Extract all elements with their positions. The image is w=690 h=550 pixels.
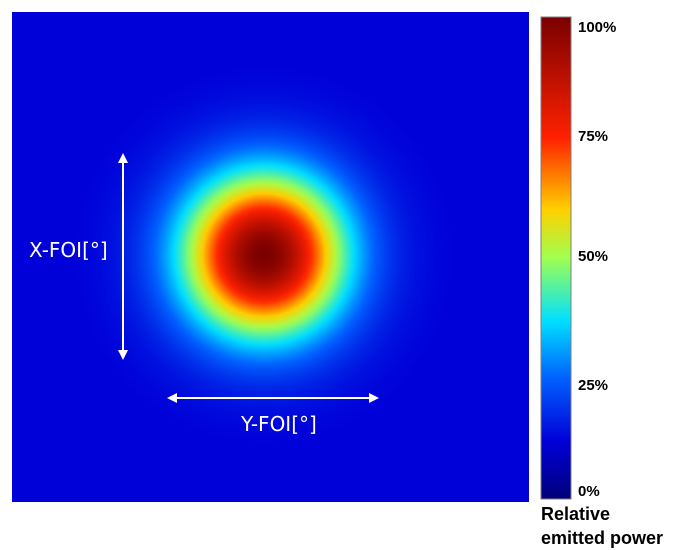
colorbar-tick-100: 100% [578,19,617,36]
emission-spot [74,65,454,445]
y-foi-label: Y-FOI[°] [241,412,317,436]
x-foi-label: X-FOI[°] [29,238,108,262]
colorbar-tick-25: 25% [578,377,609,394]
colorbar-tick-75: 75% [578,128,609,145]
colorbar-title-line-2: emitted power [541,528,664,548]
colorbar-tick-50: 50% [578,248,609,265]
colorbar [540,16,572,500]
colorbar-title-line-1: Relative [541,504,611,524]
heatmap-plot-area [12,12,529,502]
colorbar-tick-0: 0% [578,483,600,500]
